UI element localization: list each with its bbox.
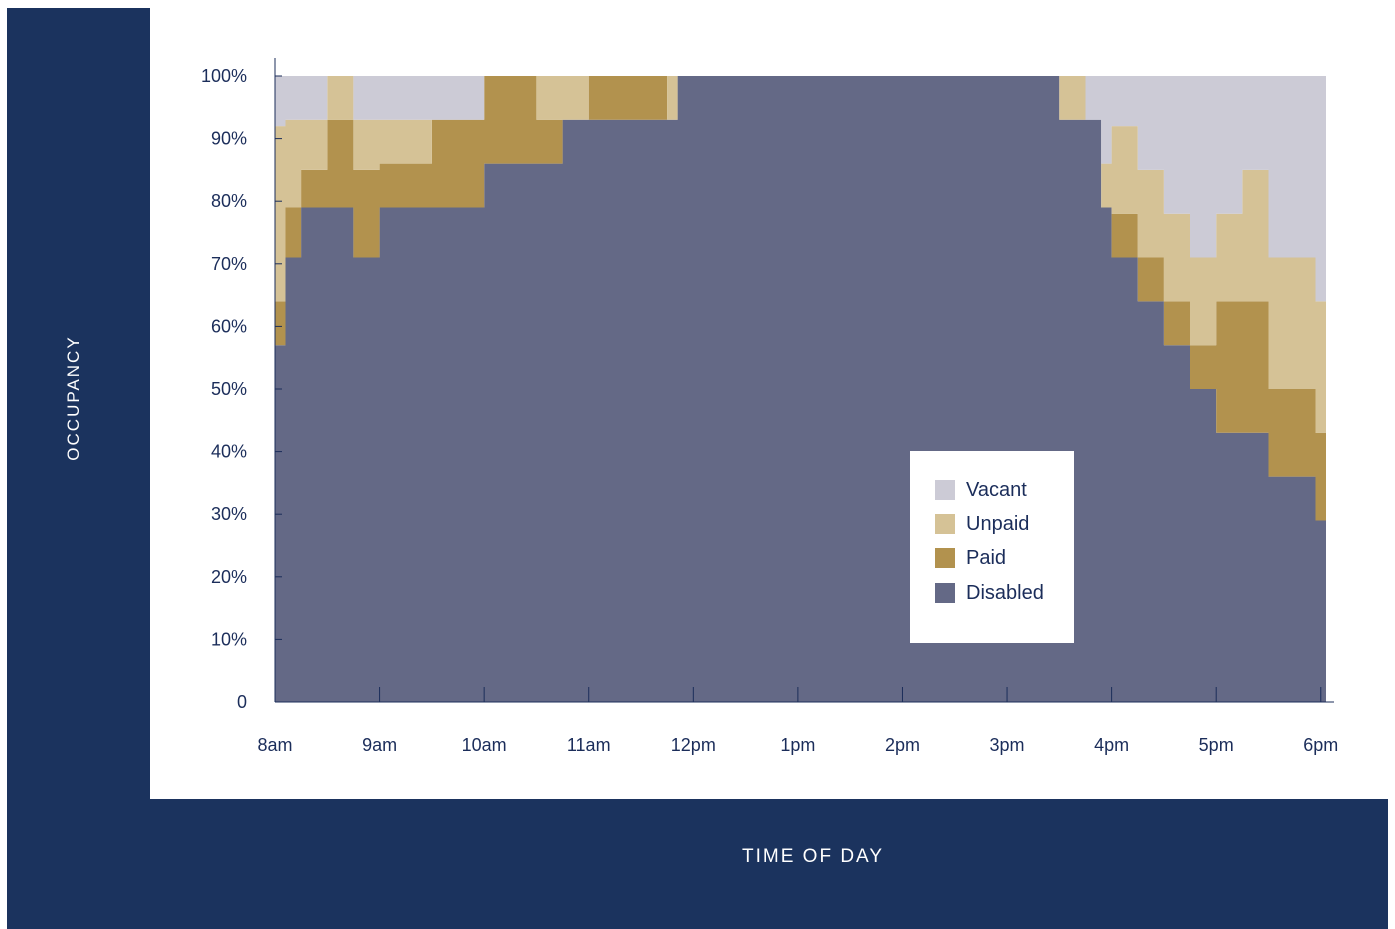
stacked-areas xyxy=(275,76,1326,702)
legend-label-paid: Paid xyxy=(966,546,1007,569)
y-tick-label: 10% xyxy=(211,629,247,649)
x-tick-label: 9am xyxy=(362,735,397,755)
legend: Vacant Unpaid Paid Disabled xyxy=(910,451,1074,643)
y-tick-label: 50% xyxy=(211,379,247,399)
y-axis-label: OCCUPANCY xyxy=(64,335,83,461)
legend-swatch-unpaid xyxy=(935,514,955,534)
legend-swatch-paid xyxy=(935,548,955,568)
x-tick-label: 6pm xyxy=(1303,735,1338,755)
y-tick-label: 60% xyxy=(211,316,247,336)
x-tick-label: 2pm xyxy=(885,735,920,755)
y-tick-label: 80% xyxy=(211,191,247,211)
legend-label-unpaid: Unpaid xyxy=(966,512,1030,535)
x-tick-labels: 8am 9am 10am 11am 12pm 1pm 2pm 3pm 4pm 5pm 6pm xyxy=(257,687,1338,755)
legend-item-paid: Paid xyxy=(935,546,1006,570)
legend-item-vacant: Vacant xyxy=(935,478,1027,502)
x-axis-label: TIME OF DAY xyxy=(742,846,884,867)
legend-label-vacant: Vacant xyxy=(966,478,1027,501)
legend-item-disabled: Disabled xyxy=(935,581,1044,605)
x-tick-label: 12pm xyxy=(671,735,716,755)
axes xyxy=(274,58,1334,703)
plot-panel: 0 10% 20% 30% 40% 50% 60% 70% 80% 90% 100% 8am 9am 1… xyxy=(150,8,1388,799)
x-tick-label: 3pm xyxy=(990,735,1025,755)
legend-swatch-disabled xyxy=(935,583,955,603)
x-tick-label: 11am xyxy=(567,735,611,755)
occupancy-chart: 0 10% 20% 30% 40% 50% 60% 70% 80% 90% 100% 8am 9am 1… xyxy=(201,58,1338,755)
legend-swatch-vacant xyxy=(935,480,955,500)
y-tick-label: 30% xyxy=(211,504,247,524)
y-tick-label: 70% xyxy=(211,254,247,274)
x-tick-label: 10am xyxy=(462,735,507,755)
x-tick-label: 8am xyxy=(257,735,292,755)
y-tick-label: 0 xyxy=(237,692,247,712)
legend-item-unpaid: Unpaid xyxy=(935,512,1029,536)
area-vacant xyxy=(275,76,1326,302)
y-tick-label: 100% xyxy=(201,66,247,86)
y-tick-label: 20% xyxy=(211,567,247,587)
y-tick-label: 90% xyxy=(211,129,247,149)
x-tick-label: 1pm xyxy=(780,735,815,755)
x-tick-label: 5pm xyxy=(1199,735,1234,755)
y-tick-label: 40% xyxy=(211,442,247,462)
legend-label-disabled: Disabled xyxy=(966,581,1044,604)
x-tick-label: 4pm xyxy=(1094,735,1129,755)
y-tick-labels: 0 10% 20% 30% 40% 50% 60% 70% 80% 90% 100% xyxy=(201,66,282,712)
